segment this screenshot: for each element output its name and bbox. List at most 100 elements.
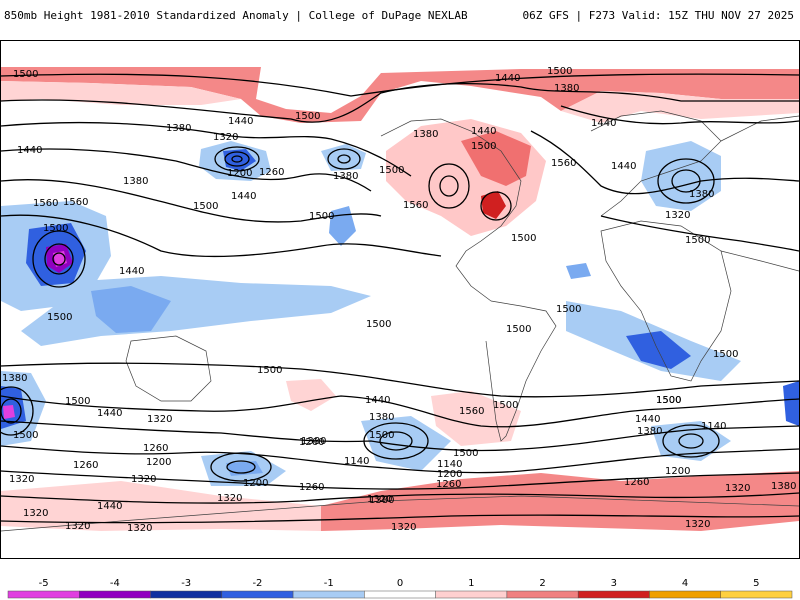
colorbar-swatch — [7, 590, 80, 599]
low-center-south-east — [678, 433, 704, 449]
coastline-north-america — [380, 118, 522, 302]
contour-label: 1500 — [65, 396, 90, 407]
contour-label: 1200 — [665, 466, 690, 477]
colorbar-tick-label: 2 — [539, 578, 545, 589]
contour-label: 1140 — [344, 456, 369, 467]
colorbar-tick-label: -1 — [324, 578, 334, 589]
contour-label: 1320 — [685, 519, 710, 530]
contour-label: 1320 — [665, 210, 690, 221]
contour-label: 1500 — [47, 312, 72, 323]
contour-label: 1320 — [9, 474, 34, 485]
contour-label: 1500 — [713, 349, 738, 360]
contour-label: 1440 — [635, 414, 660, 425]
anomaly-negative-tropics-core — [91, 286, 171, 333]
contour-label: 1380 — [2, 373, 27, 384]
contour-label: 1500 — [193, 201, 218, 212]
contour-label: 1500 — [506, 324, 531, 335]
anomaly-red-na — [461, 131, 531, 186]
contour-label: 1500 — [257, 365, 282, 376]
coastline-asia — [720, 115, 799, 272]
contour-label: 1200 — [146, 457, 171, 468]
colorbar: -5 -4 -3 -2 -1 0 1 2 3 4 5 — [7, 578, 793, 599]
contour-label: 1440 — [97, 501, 122, 512]
contour-line — [1, 121, 412, 177]
contour-label: 1380 — [637, 426, 662, 437]
contour-label: 1440 — [471, 126, 496, 137]
colorbar-swatch — [577, 590, 650, 599]
low-center-north-america — [428, 163, 470, 209]
contour-label: 1260 — [624, 477, 649, 488]
contour-label: 1500 — [13, 430, 38, 441]
colorbar-tick-label: 5 — [753, 578, 759, 589]
contour-label: 1440 — [365, 395, 390, 406]
low-center-north-america — [439, 175, 459, 197]
colorbar-swatch — [506, 590, 579, 599]
chart-header: 850mb Height 1981-2010 Standardized Anom… — [0, 0, 800, 40]
colorbar-swatch — [649, 590, 721, 599]
low-center-west-south — [1, 398, 22, 424]
contour-label: 1320 — [23, 508, 48, 519]
contour-line — [1, 73, 799, 97]
contour-label: 1500 — [656, 395, 681, 406]
contour-label: 1380 — [689, 189, 714, 200]
contour-label: 1560 — [551, 158, 576, 169]
contour-line — [600, 215, 799, 252]
contour-label: 1440 — [228, 116, 253, 127]
colorbar-swatch — [221, 590, 294, 599]
contour-label: 1500 — [511, 233, 536, 244]
contour-line — [1, 179, 382, 223]
contour-label: 1500 — [309, 211, 334, 222]
anomaly-pink-south-pacific — [286, 379, 336, 411]
contour-label: 1440 — [17, 145, 42, 156]
anomaly-negative-pacific-east — [321, 144, 366, 171]
contour-line — [1, 214, 442, 258]
colorbar-swatch — [720, 590, 793, 599]
contour-label: 1440 — [495, 73, 520, 84]
contour-label: 1500 — [493, 400, 518, 411]
contour-label: 1320 — [147, 414, 172, 425]
low-center-south-pacific — [226, 460, 256, 474]
colorbar-swatch — [292, 590, 365, 599]
colorbar-tick-label: 0 — [397, 578, 403, 589]
colorbar-ticks: -5 -4 -3 -2 -1 0 1 2 3 4 5 — [39, 578, 760, 589]
coastline-australia — [125, 335, 212, 402]
low-center-pacific-east — [337, 154, 351, 164]
contour-label: 1380 — [413, 129, 438, 140]
colorbar-swatches — [7, 590, 793, 599]
coastline-south-america — [485, 300, 557, 442]
contour-label: 1500 — [685, 235, 710, 246]
contour-line — [560, 105, 799, 125]
contour-label: 1260 — [436, 479, 461, 490]
colorbar-tick-label: -4 — [110, 578, 120, 589]
contour-line — [1, 83, 799, 123]
contour-label: 1560 — [63, 197, 88, 208]
colorbar-tick-label: -5 — [39, 578, 49, 589]
anomaly-map: 1500 1440 1500 1380 1500 1440 1380 1320 … — [1, 66, 799, 534]
high-center-atlantic — [480, 191, 512, 221]
anomaly-negative-indian-core — [626, 331, 691, 369]
low-center-south-mid — [363, 422, 429, 460]
anomaly-positive-arctic — [1, 67, 799, 123]
contour-label: 1380 — [333, 171, 358, 182]
contour-label: 1440 — [119, 266, 144, 277]
low-center-europe — [657, 158, 715, 204]
low-center-pacific — [214, 146, 260, 172]
contour-label: 1260 — [73, 460, 98, 471]
contour-label: 1500 — [366, 319, 391, 330]
contour-label: 1500 — [453, 448, 478, 459]
contour-label: 1320 — [127, 523, 152, 534]
low-center-west-south — [1, 386, 34, 436]
coastline-africa — [600, 220, 732, 382]
contour-label: 1260 — [259, 167, 284, 178]
contour-label: 1320 — [367, 494, 392, 505]
contour-label: 1320 — [213, 132, 238, 143]
anomaly-pink-arctic — [1, 81, 241, 105]
contour-label: 1200 — [227, 168, 252, 179]
colorbar-swatch — [435, 590, 508, 599]
anomaly-negative-east-low — [783, 381, 799, 426]
contour-label: 1320 — [65, 521, 90, 532]
low-center-south-mid — [379, 431, 413, 451]
coastline-europe — [590, 110, 722, 217]
contour-labels: 1500 1440 1500 1380 1500 1440 1380 1320 … — [2, 66, 796, 534]
anomaly-negative-africa — [566, 263, 591, 279]
